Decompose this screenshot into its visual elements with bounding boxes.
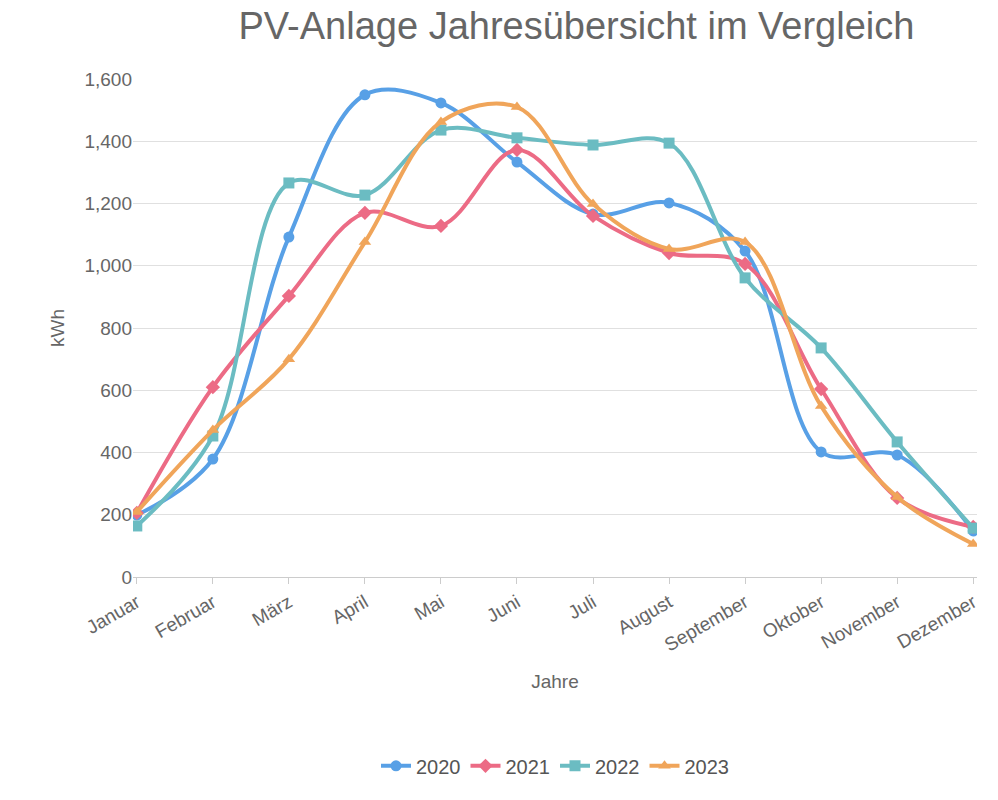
svg-text:kWh: kWh xyxy=(47,309,68,347)
svg-text:1,400: 1,400 xyxy=(84,131,132,152)
svg-text:Juli: Juli xyxy=(565,591,600,623)
svg-text:Dezember: Dezember xyxy=(894,590,981,652)
svg-text:1,600: 1,600 xyxy=(84,69,132,90)
svg-text:Februar: Februar xyxy=(151,590,220,642)
svg-text:Jahre: Jahre xyxy=(531,671,579,692)
svg-text:Januar: Januar xyxy=(83,590,144,638)
svg-text:1,200: 1,200 xyxy=(84,193,132,214)
svg-text:PV-Anlage Jahresübersicht im V: PV-Anlage Jahresübersicht im Vergleich xyxy=(239,5,915,47)
svg-text:600: 600 xyxy=(100,380,132,401)
svg-text:800: 800 xyxy=(100,318,132,339)
svg-text:200: 200 xyxy=(100,504,132,525)
svg-text:März: März xyxy=(249,591,296,630)
svg-text:Oktober: Oktober xyxy=(759,590,829,642)
svg-text:August: August xyxy=(614,590,676,638)
svg-text:2022: 2022 xyxy=(595,756,640,778)
svg-text:September: September xyxy=(661,590,753,655)
svg-text:2020: 2020 xyxy=(416,756,461,778)
svg-text:Mai: Mai xyxy=(411,591,448,624)
svg-text:0: 0 xyxy=(121,567,132,588)
svg-text:1,000: 1,000 xyxy=(84,255,132,276)
svg-text:April: April xyxy=(328,591,371,628)
svg-text:400: 400 xyxy=(100,442,132,463)
svg-text:November: November xyxy=(817,590,904,652)
svg-text:Juni: Juni xyxy=(483,591,524,627)
svg-text:2023: 2023 xyxy=(685,756,730,778)
svg-text:2021: 2021 xyxy=(506,756,551,778)
